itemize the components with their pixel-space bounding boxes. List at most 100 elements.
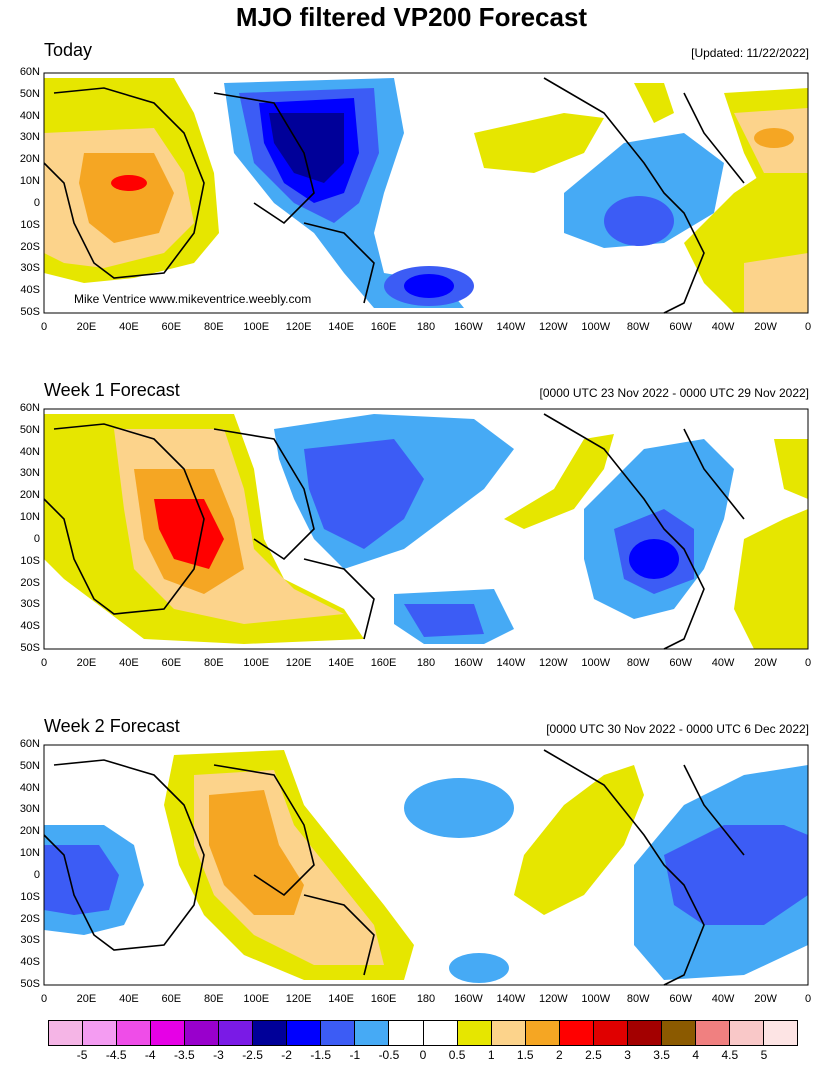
lat-tick-label: 10N: [19, 847, 40, 860]
lon-tick-label: 60W: [669, 321, 692, 333]
lat-tick-label: 10S: [20, 554, 40, 567]
lon-tick-label: 60E: [161, 993, 182, 1005]
colorbar-cell: [593, 1021, 628, 1045]
lon-tick-label: 140W: [496, 993, 526, 1005]
lat-tick-label: 40N: [19, 445, 40, 458]
colorbar-cell: [49, 1021, 84, 1045]
lon-tick-label: 160E: [370, 321, 397, 333]
lon-tick-label: 80W: [626, 321, 650, 333]
lon-tick-label: 80E: [203, 993, 224, 1005]
lon-tick-label: 0: [804, 657, 812, 669]
lat-tick-label: 60N: [19, 66, 40, 78]
colorbar-label: 5: [760, 1048, 768, 1062]
colorbar-label: -5: [76, 1048, 88, 1062]
colorbar-label: -2.5: [242, 1048, 263, 1062]
lat-tick-label: 20N: [19, 153, 40, 166]
lon-tick-label: 60E: [161, 321, 182, 333]
panel-title-week2: Week 2 Forecast: [44, 716, 180, 736]
colorbar-label: 2: [556, 1048, 563, 1062]
lon-tick-label: 0: [40, 657, 48, 669]
lat-tick-label: 10S: [20, 890, 40, 903]
lon-tick-label: 60E: [161, 657, 182, 669]
colorbar-cell: [253, 1021, 288, 1045]
panel-date-today: [Updated: 11/22/2022]: [691, 46, 809, 60]
map-week2-svg: [43, 744, 809, 986]
lon-tick-label: 140E: [328, 321, 354, 333]
lon-tick-label: 100W: [581, 657, 611, 669]
lon-tick-label: 120W: [538, 321, 568, 333]
lat-tick-label: 10S: [20, 218, 40, 231]
colorbar-cell: [525, 1021, 560, 1045]
panel-title-today: Today: [44, 40, 93, 60]
lon-tick-label: 120E: [285, 321, 312, 333]
lon-tick-label: 20E: [76, 657, 97, 669]
colorbar-cell: [729, 1021, 764, 1045]
lon-tick-label: 0: [40, 321, 48, 333]
lat-tick-label: 60N: [19, 738, 40, 750]
lat-tick-label: 0: [33, 532, 40, 545]
lon-tick-label: 100E: [243, 321, 270, 333]
lat-tick-label: 30N: [19, 803, 40, 816]
colorbar-label: 0: [419, 1048, 427, 1062]
panel-title-week1: Week 1 Forecast: [44, 380, 180, 400]
map-panel-today: Mike Ventrice www.mikeventrice.weebly.co…: [43, 72, 809, 314]
lat-tick-label: 30N: [19, 467, 40, 480]
map-week1-svg: [43, 408, 809, 650]
map-today-svg: Mike Ventrice www.mikeventrice.weebly.co…: [43, 72, 809, 314]
colorbar-label: 3: [624, 1048, 631, 1062]
colorbar-label: 2.5: [585, 1048, 602, 1062]
lat-tick-label: 10N: [19, 175, 40, 188]
lon-tick-label: 140W: [496, 657, 526, 669]
lat-tick-label: 40S: [20, 620, 40, 633]
colorbar-cell: [117, 1021, 152, 1045]
lon-tick-label: 0: [40, 993, 48, 1005]
lon-tick-label: 40W: [711, 321, 735, 333]
colorbar-label: -3: [213, 1048, 224, 1062]
panel-date-week2: [0000 UTC 30 Nov 2022 - 0000 UTC 6 Dec 2…: [546, 722, 809, 736]
colorbar-label: 0.5: [448, 1048, 466, 1062]
lon-tick-label: 40W: [711, 657, 735, 669]
colorbar-cell: [83, 1021, 118, 1045]
lon-tick-label: 40E: [119, 657, 139, 669]
colorbar-cell: [219, 1021, 254, 1045]
lat-tick-label: 20S: [20, 240, 40, 253]
lat-tick-label: 50S: [20, 978, 40, 990]
colorbar-cell: [185, 1021, 220, 1045]
lon-tick-label: 60W: [669, 993, 692, 1005]
watermark: Mike Ventrice www.mikeventrice.weebly.co…: [74, 292, 311, 306]
colorbar-label: -4: [144, 1048, 156, 1062]
lon-tick-label: 160E: [370, 657, 397, 669]
lat-tick-label: 30S: [20, 262, 40, 275]
page-title: MJO filtered VP200 Forecast: [235, 2, 588, 32]
colorbar-label: 4.5: [721, 1048, 739, 1062]
colorbar-label: -2: [281, 1048, 292, 1062]
lon-tick-label: 180: [416, 993, 436, 1005]
colorbar-cell: [491, 1021, 526, 1045]
lon-tick-label: 180: [416, 321, 436, 333]
colorbar: [48, 1020, 798, 1046]
lat-tick-label: 20S: [20, 576, 40, 589]
lat-tick-label: 30S: [20, 598, 40, 611]
lon-tick-label: 180: [416, 657, 436, 669]
colorbar-cell: [457, 1021, 492, 1045]
lat-tick-label: 30S: [20, 934, 40, 947]
lon-tick-label: 120W: [538, 657, 568, 669]
lon-tick-label: 160W: [454, 993, 483, 1005]
lat-tick-label: 50S: [20, 642, 40, 654]
colorbar-label: -4.5: [105, 1048, 127, 1062]
lon-tick-label: 60W: [669, 657, 692, 669]
lat-tick-label: 30N: [19, 131, 40, 144]
lat-tick-label: 50S: [20, 306, 40, 318]
colorbar-label: 3.5: [653, 1048, 670, 1062]
lon-tick-label: 80E: [203, 657, 224, 669]
colorbar-label: 1.5: [516, 1048, 534, 1062]
colorbar-cell: [321, 1021, 356, 1045]
lon-tick-label: 100E: [243, 993, 270, 1005]
lon-tick-label: 40W: [711, 993, 735, 1005]
lat-tick-label: 20S: [20, 912, 40, 925]
lon-tick-label: 40E: [119, 321, 139, 333]
lat-tick-label: 40S: [20, 956, 40, 969]
colorbar-cell: [423, 1021, 458, 1045]
colorbar-cell: [763, 1021, 798, 1045]
colorbar-cell: [389, 1021, 424, 1045]
